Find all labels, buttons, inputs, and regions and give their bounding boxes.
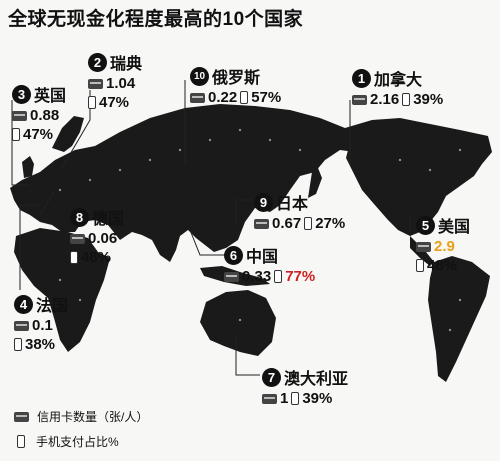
leader-australia xyxy=(235,335,260,376)
mobile-pay-value: 47% xyxy=(23,126,54,143)
credit-card-value: 0.67 xyxy=(272,215,302,232)
mobile-phone-icon xyxy=(274,270,283,283)
mobile-pay-value: 39% xyxy=(413,91,444,108)
map-eurasia xyxy=(10,104,360,262)
country-sweden: 2 瑞典 1.04 47% xyxy=(88,50,142,112)
credit-card-icon xyxy=(14,320,29,331)
rank-badge: 2 xyxy=(88,52,107,72)
country-name: 瑞典 xyxy=(110,56,143,73)
legend-mobile-label: 手机支付占比% xyxy=(36,435,119,449)
mobile-phone-icon xyxy=(14,338,22,351)
mobile-phone-icon xyxy=(304,217,313,230)
leader-china xyxy=(189,229,225,256)
rank-badge: 6 xyxy=(224,245,243,265)
credit-card-icon xyxy=(224,271,239,282)
credit-card-icon xyxy=(14,411,29,422)
mobile-phone-icon xyxy=(12,128,20,141)
rank-badge: 9 xyxy=(254,192,273,212)
credit-card-value: 0.1 xyxy=(32,317,53,334)
credit-card-icon xyxy=(416,241,431,252)
credit-card-value: 1.04 xyxy=(106,75,136,92)
legend-mobile: 手机支付占比% xyxy=(14,433,119,450)
credit-card-icon xyxy=(70,233,85,244)
page-title: 全球无现金化程度最高的10个国家 xyxy=(8,9,304,30)
map-south-america xyxy=(428,256,490,382)
mobile-pay-value: 48% xyxy=(81,249,112,266)
credit-card-icon xyxy=(88,78,103,89)
rank-badge: 5 xyxy=(416,215,435,235)
leader-france xyxy=(19,204,40,290)
rank-badge: 8 xyxy=(70,207,89,227)
credit-card-value: 2.9 xyxy=(434,238,455,255)
credit-card-icon xyxy=(190,92,205,103)
credit-card-value: 1 xyxy=(280,390,289,407)
mobile-phone-icon xyxy=(402,93,411,106)
country-name: 美国 xyxy=(438,219,471,236)
rank-badge: 3 xyxy=(12,84,31,104)
mobile-pay-value: 39% xyxy=(302,390,333,407)
country-name: 英国 xyxy=(34,88,67,105)
rank-badge: 1 xyxy=(352,68,371,88)
credit-card-icon xyxy=(12,110,27,121)
map-britain xyxy=(22,156,34,178)
mobile-pay-value: 77% xyxy=(285,268,316,285)
country-name: 日本 xyxy=(276,196,309,213)
rank-badge: 7 xyxy=(262,367,281,387)
mobile-phone-icon xyxy=(88,96,96,109)
country-name: 澳大利亚 xyxy=(284,371,349,388)
mobile-pay-value: 47% xyxy=(99,94,130,111)
map-africa xyxy=(14,228,110,352)
country-name: 俄罗斯 xyxy=(212,70,261,87)
country-germany: 8 德国 0.06 48% xyxy=(70,205,124,267)
country-russia: 10 俄罗斯 0.22 57% xyxy=(190,64,281,107)
map-japan xyxy=(308,168,322,198)
mobile-phone-icon xyxy=(291,392,300,405)
credit-card-value: 0.88 xyxy=(30,107,60,124)
legend-credit: 信用卡数量（张/人） xyxy=(14,408,148,425)
credit-card-value: 0.06 xyxy=(88,230,118,247)
country-canada: 1 加拿大 2.16 39% xyxy=(352,66,443,109)
country-uk: 3 英国 0.88 47% xyxy=(12,82,66,144)
country-name: 中国 xyxy=(246,249,279,266)
credit-card-value: 0.33 xyxy=(242,268,272,285)
rank-badge: 4 xyxy=(14,294,33,314)
country-usa: 5 美国 2.9 48% xyxy=(416,213,470,275)
leader-germany xyxy=(39,189,56,216)
credit-card-icon xyxy=(254,218,269,229)
country-name: 法国 xyxy=(36,298,69,315)
mobile-phone-icon xyxy=(17,435,25,448)
country-name: 加拿大 xyxy=(374,72,423,89)
map-north-america xyxy=(345,118,492,236)
credit-card-value: 0.22 xyxy=(208,89,238,106)
map-scandinavia xyxy=(52,116,84,152)
rank-badge: 10 xyxy=(190,66,209,86)
map-australia xyxy=(200,290,276,356)
credit-card-icon xyxy=(352,94,367,105)
country-china: 6 中国 0.33 77% xyxy=(224,243,315,286)
country-japan: 9 日本 0.67 27% xyxy=(254,190,345,233)
credit-card-icon xyxy=(262,393,277,404)
mobile-phone-icon xyxy=(70,251,78,264)
credit-card-value: 2.16 xyxy=(370,91,400,108)
leader-japan xyxy=(235,199,252,225)
mobile-pay-value: 57% xyxy=(251,89,282,106)
mobile-phone-icon xyxy=(416,259,424,272)
country-australia: 7 澳大利亚 1 39% xyxy=(262,365,348,408)
legend-credit-label: 信用卡数量（张/人） xyxy=(37,410,149,424)
mobile-pay-value: 38% xyxy=(25,336,56,353)
country-france: 4 法国 0.1 38% xyxy=(14,292,68,354)
country-name: 德国 xyxy=(92,211,125,228)
mobile-pay-value: 48% xyxy=(427,257,458,274)
mobile-pay-value: 27% xyxy=(315,215,346,232)
mobile-phone-icon xyxy=(240,91,249,104)
